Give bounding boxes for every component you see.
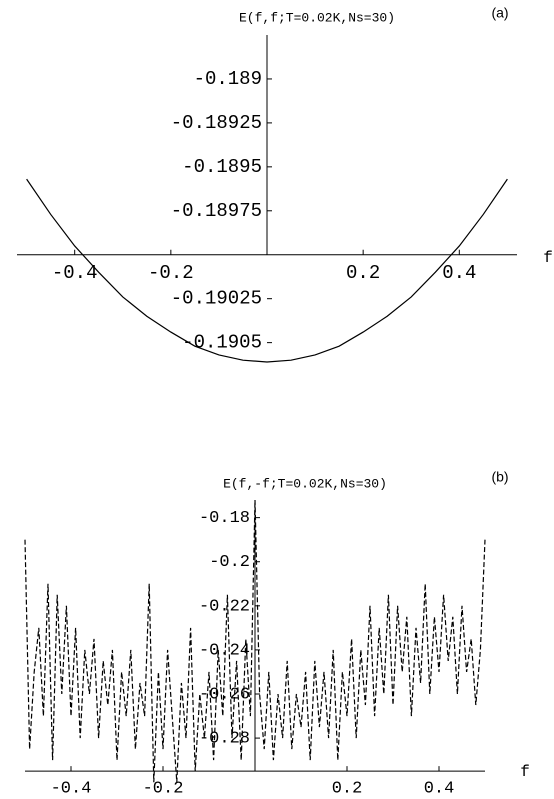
y-tick-label: -0.1905 [182, 332, 262, 354]
panel-label: (a) [491, 5, 508, 21]
y-tick-label: -0.18 [199, 509, 250, 528]
data-line [26, 178, 508, 363]
data-line [24, 499, 486, 783]
x-tick-label: -0.2 [148, 262, 194, 284]
y-tick-label: -0.22 [199, 597, 250, 616]
y-tick-label: -0.28 [199, 730, 250, 749]
y-tick-label: -0.18925 [171, 112, 262, 134]
x-tick-label: 0.2 [332, 780, 363, 799]
x-tick-label: -0.4 [52, 262, 98, 284]
x-tick-label: 0.2 [346, 262, 380, 284]
y-tick-label: -0.189 [194, 68, 262, 90]
chart-title: E(f,-f;T=0.02K,Ns=30) [223, 476, 387, 491]
x-tick-label: -0.4 [51, 780, 92, 799]
y-tick-label: -0.18975 [171, 200, 262, 222]
chart-title: E(f,f;T=0.02K,Ns=30) [239, 10, 395, 25]
x-tick-label: 0.4 [442, 262, 476, 284]
y-tick-label: -0.26 [199, 685, 250, 704]
x-tick-label: 0.4 [424, 780, 455, 799]
panel-label: (b) [491, 469, 508, 485]
y-tick-label: -0.1895 [182, 156, 262, 178]
y-tick-label: -0.2 [209, 553, 250, 572]
x-axis-label: f [543, 249, 553, 267]
y-tick-label: -0.24 [199, 641, 250, 660]
y-tick-label: -0.19025 [171, 288, 262, 310]
x-axis-label: f [520, 763, 530, 781]
x-tick-label: -0.2 [143, 780, 184, 799]
